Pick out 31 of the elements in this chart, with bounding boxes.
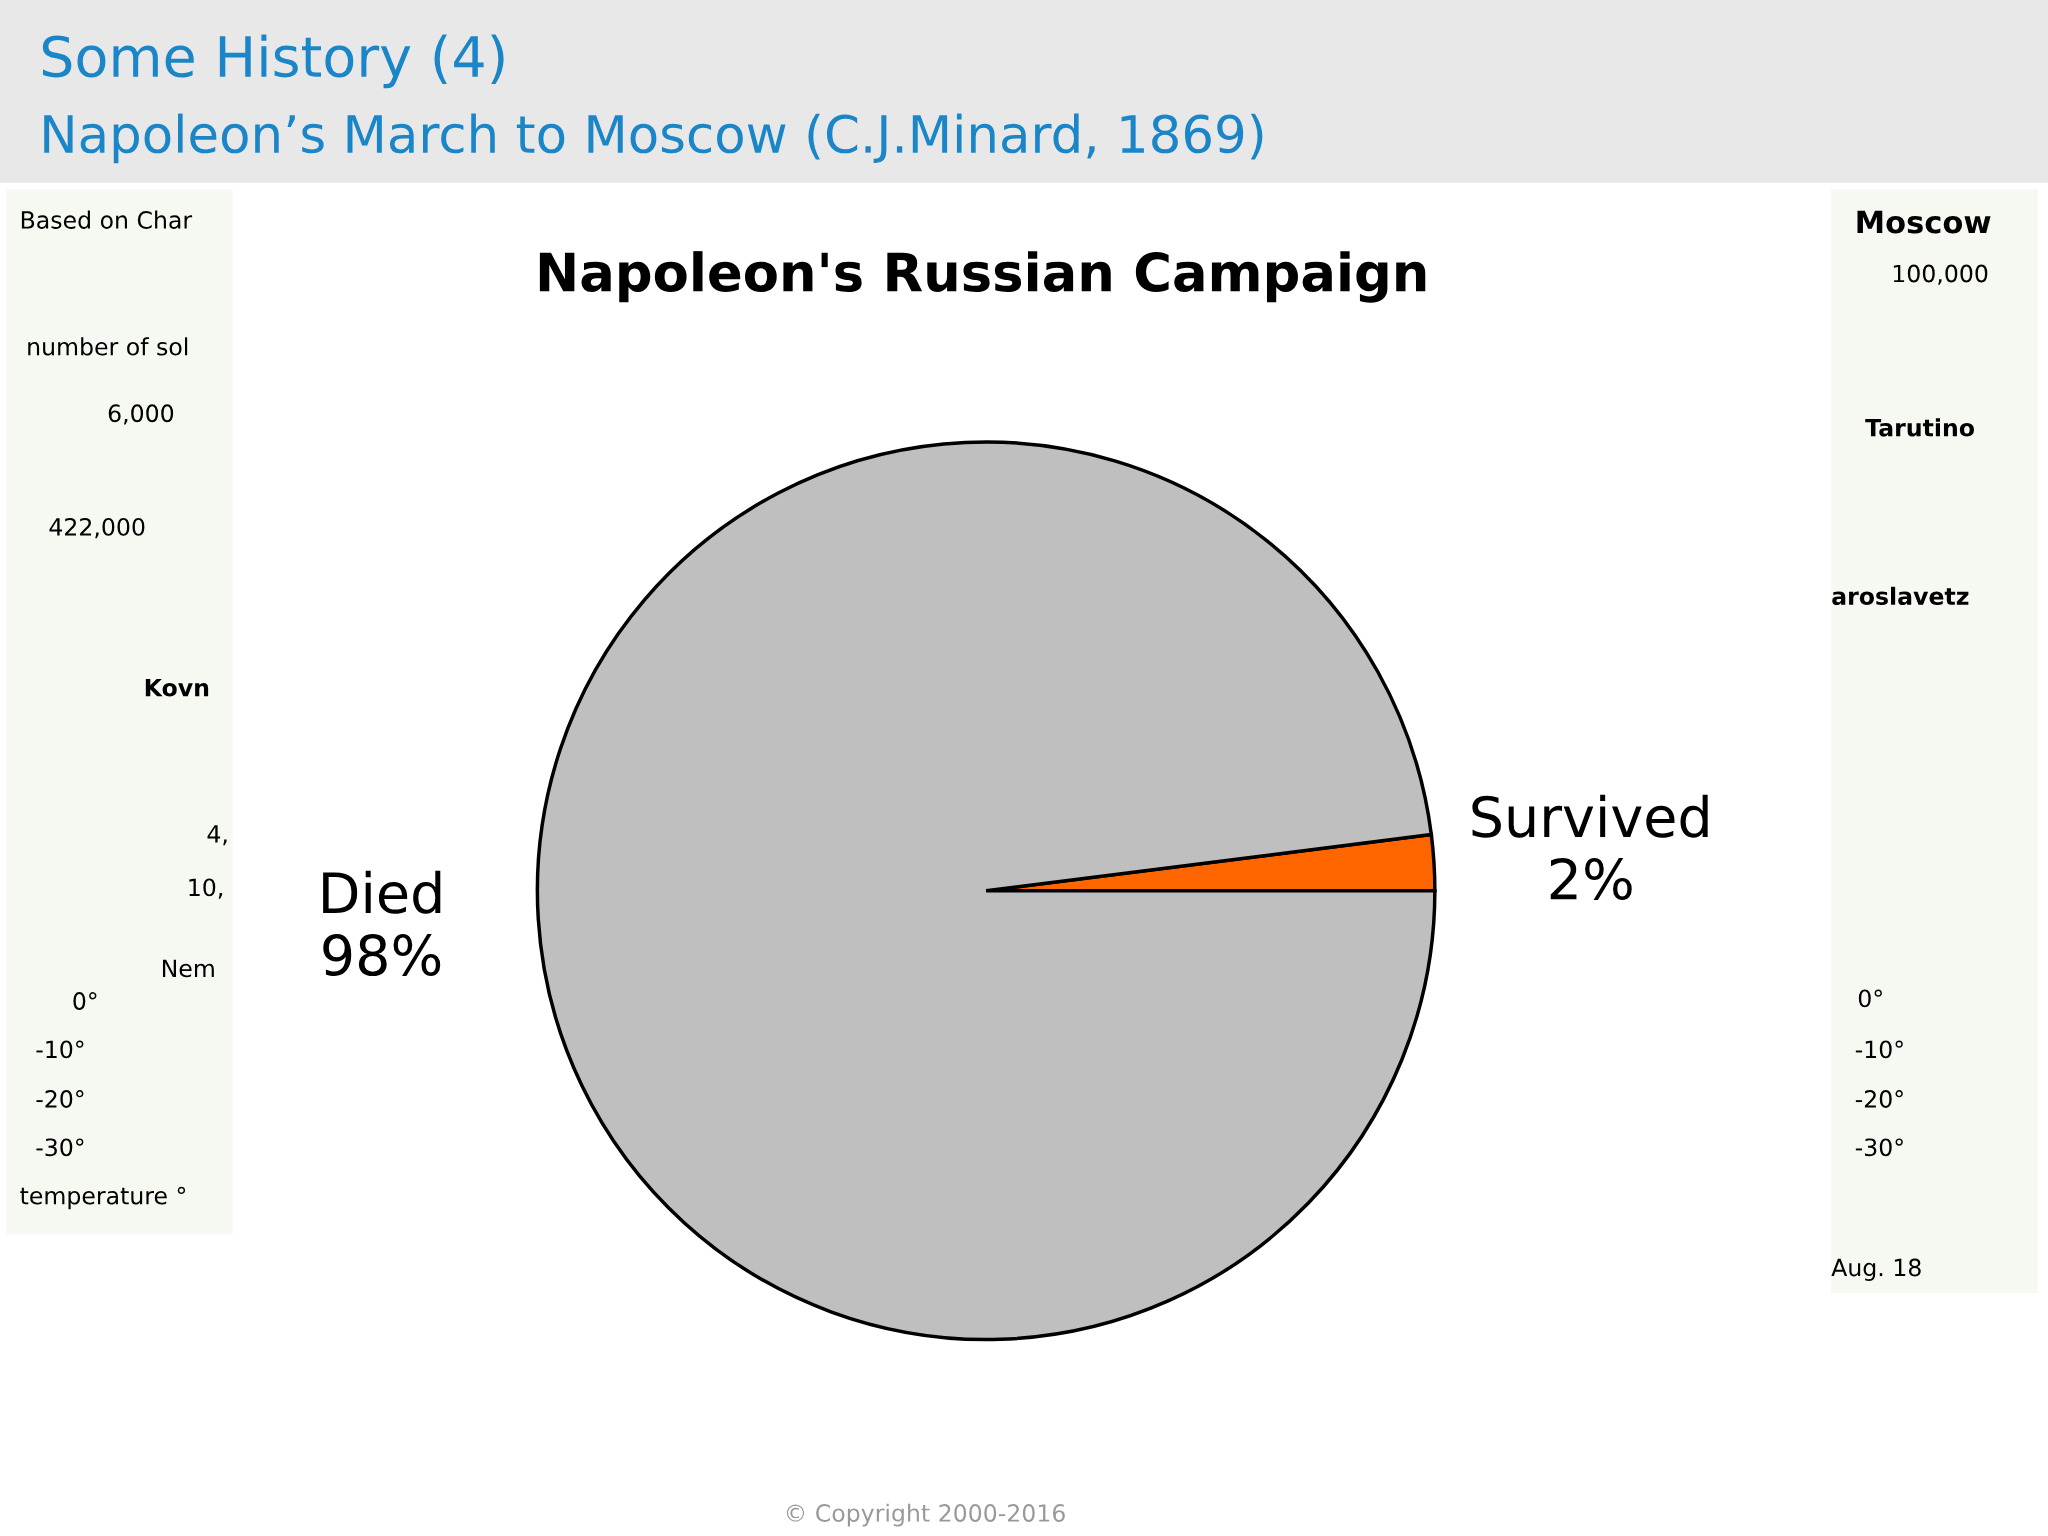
data-label: 2% [1550, 857, 1632, 900]
text: Kovn [145, 678, 209, 697]
text: 0° [73, 992, 97, 1010]
slice-label: Survived [1472, 794, 1708, 838]
text: 10, [189, 878, 223, 899]
text: Nem [162, 959, 214, 978]
text: 422,000 [49, 517, 145, 539]
text: temperature ° [20, 1186, 186, 1210]
text: -20° [36, 1090, 84, 1108]
text: -10° [1855, 1040, 1903, 1059]
text: © Copyright 2000-2016 [786, 1503, 1065, 1527]
text: 6,000 [108, 404, 174, 425]
pie-slice [535, 440, 1437, 1342]
text: 4, [207, 825, 227, 846]
text: 0° [1858, 989, 1882, 1008]
text: Napoleon's Russian Campaign [539, 251, 1426, 303]
text: -30° [36, 1138, 84, 1157]
text: 100,000 [1893, 264, 1988, 285]
data-label: 98% [323, 934, 441, 977]
text: -20° [1855, 1090, 1903, 1108]
slice-label: Died [323, 870, 441, 914]
text: aroslavetz [1832, 586, 1969, 606]
text: number of sol [28, 337, 188, 356]
text: Based on Char [21, 210, 193, 229]
text: Tarutino [1865, 418, 1974, 437]
chart-subtitle: Napoleon’s March to Moscow (C.J.Minard, 1869) [44, 113, 1263, 164]
chart-title: Some History (4) [42, 34, 504, 89]
text: Aug. 18 [1831, 1258, 1921, 1281]
text: -30° [1855, 1138, 1903, 1157]
text: -10° [36, 1040, 84, 1059]
text: Moscow [1857, 210, 1991, 234]
